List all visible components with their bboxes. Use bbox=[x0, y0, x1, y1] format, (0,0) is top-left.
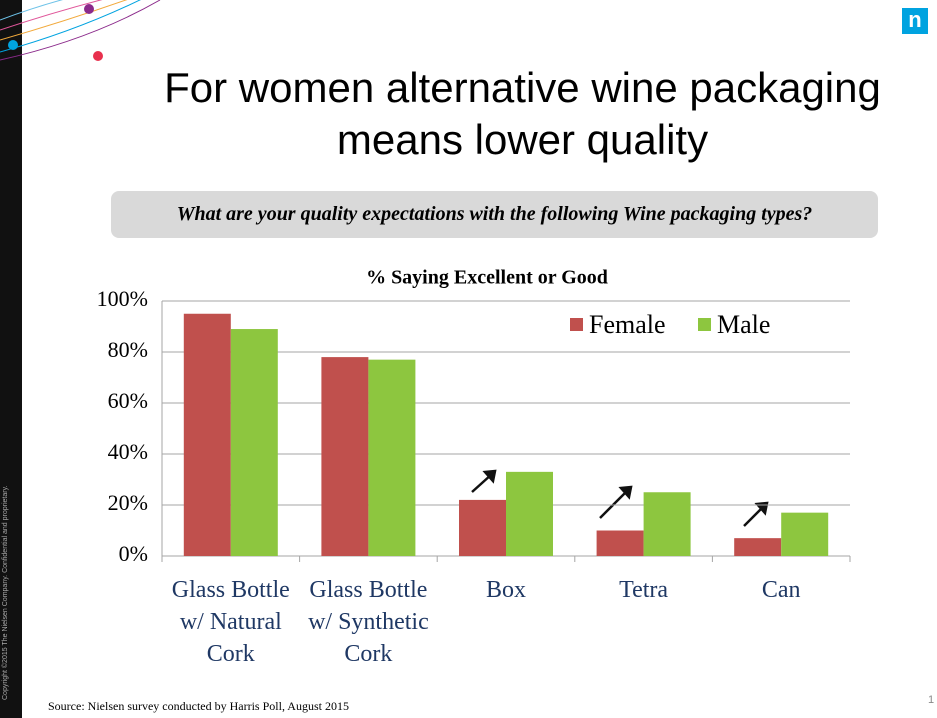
x-tick-label: Box bbox=[485, 577, 526, 603]
chart-title: % Saying Excellent or Good bbox=[366, 267, 608, 289]
y-tick-label: 60% bbox=[108, 388, 148, 413]
bar bbox=[781, 512, 829, 556]
bar bbox=[459, 499, 506, 556]
bar bbox=[596, 530, 644, 556]
legend-label: Female bbox=[589, 310, 666, 339]
logo: n bbox=[902, 8, 928, 34]
y-tick-label: 0% bbox=[119, 541, 148, 566]
bar bbox=[643, 492, 691, 556]
decoration bbox=[0, 0, 161, 61]
slide-title: For women alternative wine packaging mea… bbox=[164, 64, 881, 163]
y-tick-label: 100% bbox=[97, 286, 148, 311]
bar bbox=[506, 471, 553, 556]
legend-label: Male bbox=[717, 310, 770, 339]
bar bbox=[230, 329, 278, 556]
x-tick-label: Glass Bottle w/ Natural Cork bbox=[171, 577, 290, 667]
bar bbox=[734, 538, 782, 556]
page-number: 1 bbox=[928, 694, 935, 706]
x-tick-label: Tetra bbox=[619, 577, 669, 603]
y-tick-label: 80% bbox=[108, 337, 148, 362]
side-strip bbox=[0, 0, 22, 718]
x-tick-label: Glass Bottle w/ Synthetic Cork bbox=[308, 577, 429, 667]
bar bbox=[368, 359, 416, 556]
y-tick-label: 40% bbox=[108, 439, 148, 464]
y-tick-label: 20% bbox=[108, 490, 148, 515]
bar bbox=[183, 313, 231, 556]
legend-swatch bbox=[570, 318, 583, 331]
copyright: Copyright ©2015 The Nielsen Company. Con… bbox=[2, 485, 9, 701]
trend-arrows bbox=[471, 469, 769, 527]
question-box bbox=[111, 191, 878, 238]
x-tick-label: Can bbox=[761, 577, 801, 603]
bar bbox=[321, 357, 369, 556]
source: Source: Nielsen survey conducted by Harr… bbox=[48, 699, 349, 713]
legend-swatch bbox=[698, 318, 711, 331]
question: What are your quality expectations with … bbox=[176, 203, 813, 225]
